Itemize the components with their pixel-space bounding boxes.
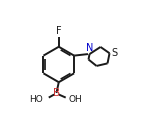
Text: F: F — [56, 26, 62, 36]
Text: OH: OH — [69, 95, 83, 104]
Text: B: B — [53, 88, 60, 98]
Text: S: S — [111, 48, 117, 58]
Text: N: N — [86, 43, 93, 53]
Text: HO: HO — [30, 95, 43, 104]
